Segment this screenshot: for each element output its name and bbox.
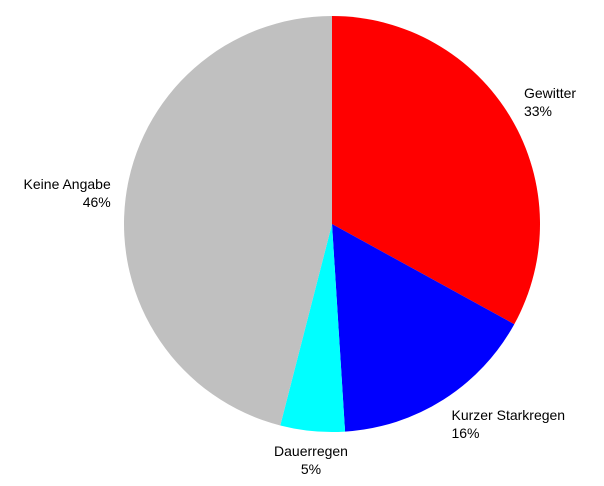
slice-label: Dauerregen 5%: [274, 443, 348, 477]
slice-name: Keine Angabe: [24, 176, 111, 192]
pie-slice: [124, 16, 332, 426]
slice-value: 5%: [301, 461, 321, 477]
slice-value: 33%: [524, 103, 552, 119]
slice-name: Kurzer Starkregen: [451, 407, 565, 423]
slice-value: 16%: [451, 425, 479, 441]
slice-label: Keine Angabe 46%: [24, 176, 111, 210]
slice-value: 46%: [83, 194, 111, 210]
pie-slice: [332, 224, 515, 432]
pie-slice: [280, 224, 346, 432]
slice-name: Dauerregen: [274, 443, 348, 459]
pie-slice: [332, 16, 540, 325]
slice-name: Gewitter: [524, 85, 576, 101]
slice-label: Kurzer Starkregen 16%: [451, 407, 565, 441]
slice-label: Gewitter 33%: [524, 85, 576, 119]
